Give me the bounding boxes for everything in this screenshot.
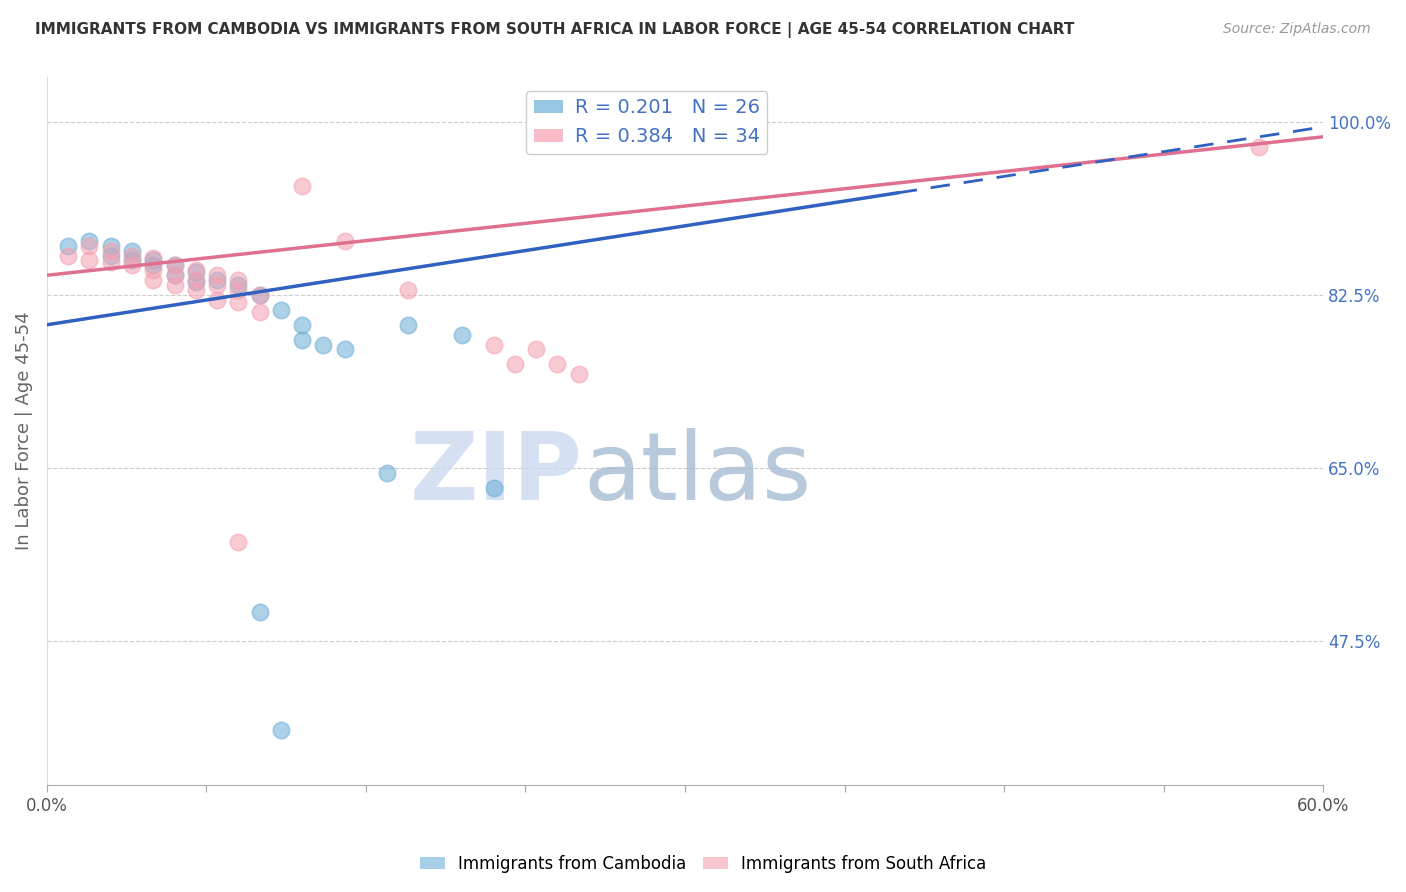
Point bbox=[163, 259, 186, 273]
Point bbox=[163, 268, 186, 283]
Point bbox=[163, 278, 186, 293]
Point bbox=[79, 234, 101, 248]
Point bbox=[333, 234, 356, 248]
Point bbox=[450, 327, 472, 342]
Text: Source: ZipAtlas.com: Source: ZipAtlas.com bbox=[1223, 22, 1371, 37]
Point bbox=[184, 275, 207, 289]
Point bbox=[121, 259, 143, 273]
Point bbox=[79, 253, 101, 268]
Point bbox=[482, 337, 505, 351]
Point bbox=[184, 263, 207, 277]
Text: ZIP: ZIP bbox=[411, 427, 583, 519]
Point bbox=[333, 343, 356, 357]
Point bbox=[205, 268, 228, 283]
Point bbox=[56, 238, 79, 252]
Point bbox=[163, 259, 186, 273]
Point bbox=[503, 357, 526, 371]
Point bbox=[228, 283, 250, 297]
Point bbox=[142, 259, 165, 273]
Point bbox=[375, 466, 398, 480]
Point bbox=[142, 253, 165, 268]
Point bbox=[546, 357, 568, 371]
Point bbox=[482, 481, 505, 495]
Point bbox=[163, 268, 186, 283]
Point bbox=[249, 288, 271, 302]
Point bbox=[398, 283, 420, 297]
Point bbox=[524, 343, 547, 357]
Point bbox=[184, 283, 207, 297]
Point bbox=[121, 248, 143, 262]
Point bbox=[79, 238, 101, 252]
Point bbox=[249, 305, 271, 319]
Point bbox=[228, 535, 250, 549]
Point bbox=[291, 179, 314, 194]
Point bbox=[205, 278, 228, 293]
Point bbox=[228, 273, 250, 287]
Point bbox=[270, 302, 292, 317]
Point bbox=[568, 368, 591, 382]
Point bbox=[270, 723, 292, 738]
Point bbox=[121, 253, 143, 268]
Point bbox=[1249, 139, 1271, 153]
Y-axis label: In Labor Force | Age 45-54: In Labor Force | Age 45-54 bbox=[15, 312, 32, 550]
Point bbox=[291, 333, 314, 347]
Point bbox=[312, 337, 335, 351]
Point bbox=[56, 248, 79, 262]
Point bbox=[249, 288, 271, 302]
Point bbox=[228, 278, 250, 293]
Point bbox=[184, 273, 207, 287]
Point bbox=[100, 238, 122, 252]
Point bbox=[100, 255, 122, 269]
Point bbox=[249, 605, 271, 619]
Point bbox=[228, 295, 250, 310]
Point bbox=[100, 244, 122, 258]
Point bbox=[184, 265, 207, 279]
Point bbox=[398, 318, 420, 332]
Point bbox=[142, 263, 165, 277]
Point bbox=[100, 248, 122, 262]
Point bbox=[142, 252, 165, 266]
Legend: Immigrants from Cambodia, Immigrants from South Africa: Immigrants from Cambodia, Immigrants fro… bbox=[413, 848, 993, 880]
Point bbox=[291, 318, 314, 332]
Legend: R = 0.201   N = 26, R = 0.384   N = 34: R = 0.201 N = 26, R = 0.384 N = 34 bbox=[526, 91, 768, 154]
Text: atlas: atlas bbox=[583, 427, 811, 519]
Point bbox=[142, 273, 165, 287]
Point bbox=[205, 273, 228, 287]
Text: IMMIGRANTS FROM CAMBODIA VS IMMIGRANTS FROM SOUTH AFRICA IN LABOR FORCE | AGE 45: IMMIGRANTS FROM CAMBODIA VS IMMIGRANTS F… bbox=[35, 22, 1074, 38]
Point bbox=[205, 293, 228, 307]
Point bbox=[121, 244, 143, 258]
